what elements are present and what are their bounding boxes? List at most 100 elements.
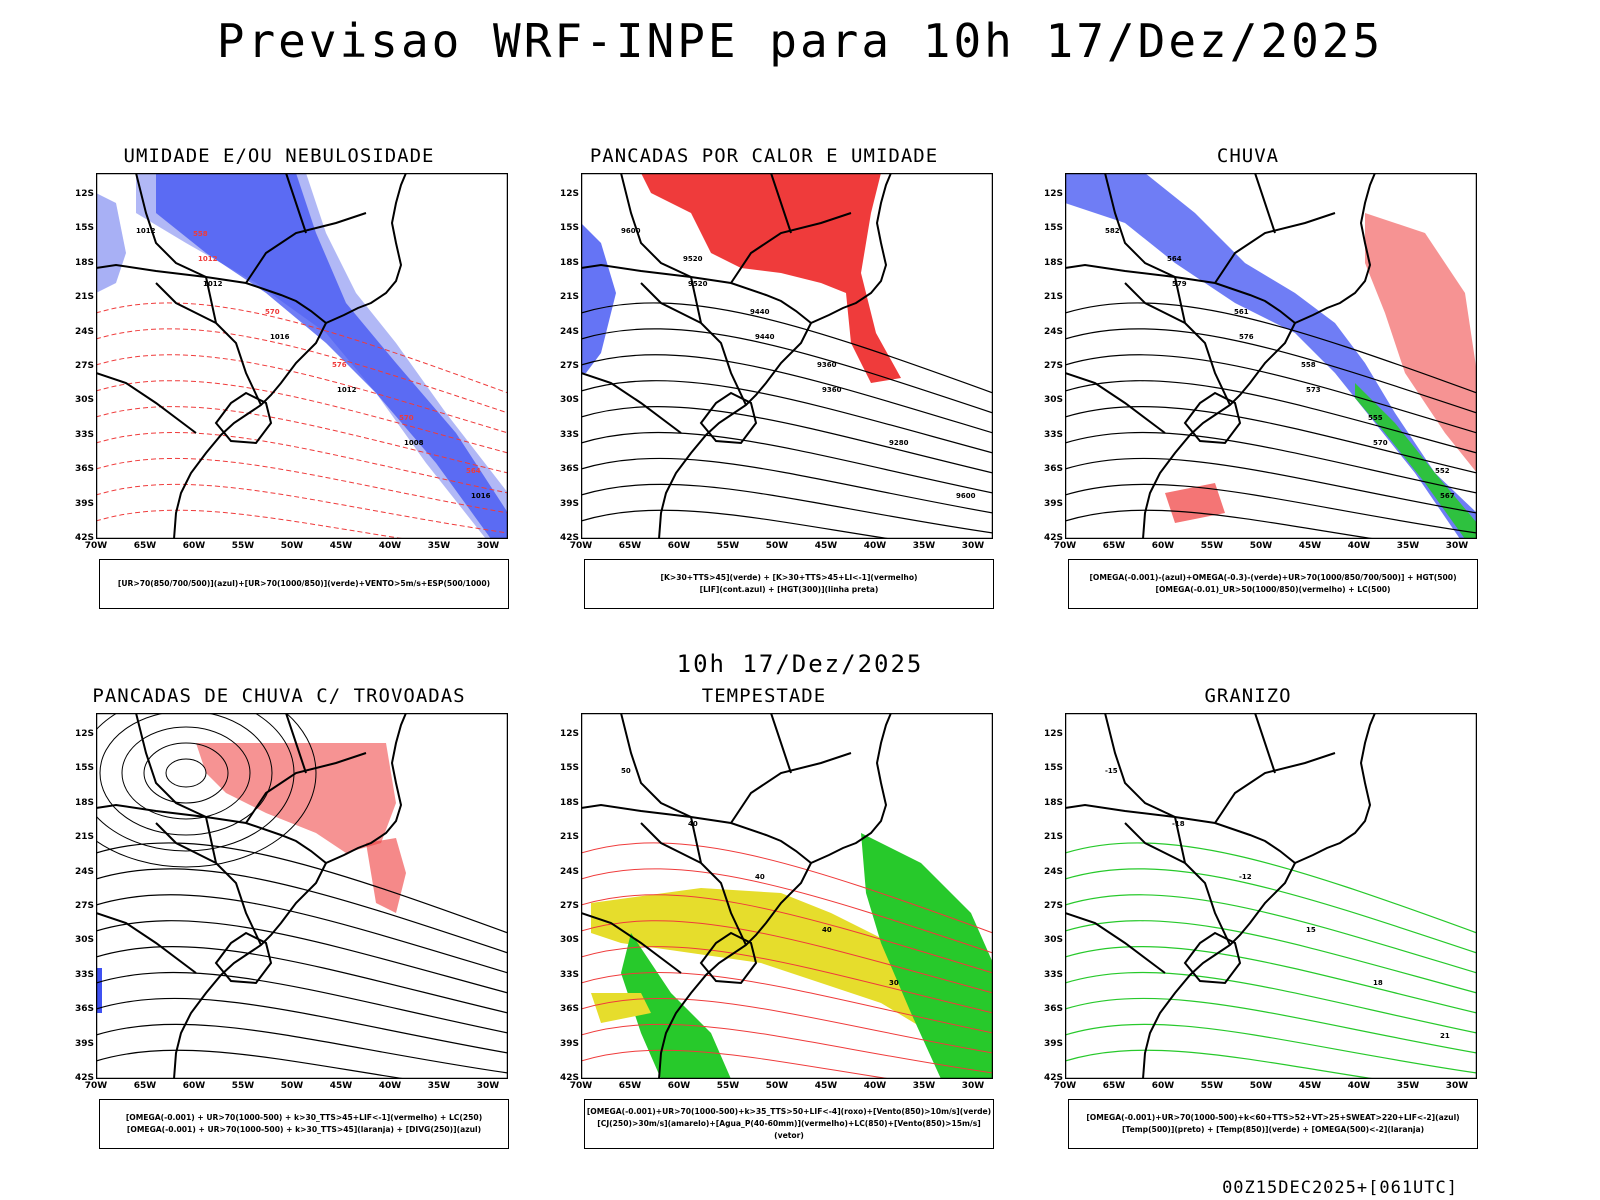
lat-tick-label: 18S: [559, 797, 579, 808]
lat-tick-label: 27S: [74, 901, 94, 911]
lat-tick-label: 12S: [1043, 729, 1063, 739]
lat-tick-label: 39S: [74, 498, 94, 509]
lat-tick-label: 30S: [559, 935, 579, 946]
lat-tick-label: 39S: [559, 498, 579, 509]
contour-lines: [1065, 842, 1477, 1079]
lat-tick-label: 12S: [1043, 189, 1063, 199]
lat-tick-label: 39S: [559, 1038, 579, 1049]
lon-tick-label: 35W: [427, 1081, 451, 1091]
coastline-borders: [581, 713, 892, 1079]
field-shading: [1065, 173, 1477, 539]
lon-tick-label: 50W: [1249, 1081, 1273, 1091]
contour-lines: [1065, 302, 1477, 539]
map-frame: [96, 173, 508, 539]
legend-box: [OMEGA(-0.001)-(azul)+OMEGA(-0.3)-(verde…: [1068, 559, 1478, 609]
lon-tick-label: 70W: [84, 541, 108, 551]
lat-tick-label: 21S: [1043, 832, 1063, 843]
contour-label: 564: [1167, 255, 1182, 263]
map-area: 9600 9520 9440 9360 9280 9600 9520 9440 9360: [581, 173, 993, 539]
lat-tick-label: 30S: [559, 395, 579, 406]
contour-label: 40: [822, 926, 832, 934]
contour-label: 1012: [337, 386, 357, 394]
contour-label: 9520: [688, 280, 708, 288]
lat-tick-label: 33S: [1043, 969, 1063, 980]
lat-tick-label: 27S: [1043, 901, 1063, 911]
lat-tick-label: 12S: [74, 189, 94, 199]
contour-label: 1008: [404, 439, 424, 447]
lat-tick-label: 21S: [559, 832, 579, 843]
legend-line: [LIF](cont.azul) + [HGT(300)](linha pret…: [699, 585, 879, 594]
lat-tick-label: 30S: [74, 935, 94, 946]
contour-label: 9600: [956, 492, 976, 500]
contour-label: 9280: [889, 439, 909, 447]
contour-label: 40: [755, 873, 765, 881]
lat-tick-label: 36S: [1043, 464, 1063, 475]
lat-tick-label: 18S: [74, 797, 94, 808]
lon-tick-label: 50W: [765, 541, 789, 551]
lon-tick-label: 50W: [765, 1081, 789, 1091]
contour-label: 9360: [817, 361, 837, 369]
map-area: 1012 1012 1016 1012 1008 1016 1012 570 576 570 564…: [96, 173, 508, 539]
lat-tick-label: 42S: [1043, 533, 1063, 543]
lon-tick-label: 55W: [716, 1081, 740, 1091]
lat-tick-label: 18S: [1043, 797, 1063, 808]
lon-tick-label: 70W: [569, 541, 593, 551]
lat-tick-label: 33S: [74, 969, 94, 980]
run-timestamp: 00Z15DEC2025+[061UTC]: [1222, 1178, 1458, 1198]
contour-label: 40: [688, 820, 698, 828]
contour-label: 576: [1239, 333, 1254, 341]
panel-title: UMIDADE E/OU NEBULOSIDADE: [123, 145, 435, 167]
contour-label: -12: [1239, 873, 1252, 881]
contour-lines: [96, 302, 508, 539]
lat-tick-label: 27S: [559, 901, 579, 911]
map-frame: [581, 173, 993, 539]
coastline-borders: [96, 713, 407, 1079]
lat-tick-label: 27S: [74, 361, 94, 371]
contour-label: 582: [1105, 227, 1120, 235]
lat-tick-label: 15S: [74, 223, 94, 234]
contour-label: 9360: [822, 386, 842, 394]
lon-tick-label: 55W: [231, 541, 255, 551]
legend-line: [OMEGA(-0.01)_UR>50(1000/850)(vermelho) …: [1155, 585, 1391, 594]
lon-tick-label: 30W: [476, 541, 500, 551]
contour-label: 1016: [270, 333, 290, 341]
lon-tick-label: 70W: [84, 1081, 108, 1091]
lat-tick-label: 24S: [1043, 326, 1063, 337]
map-area: [96, 713, 508, 1079]
lat-tick-label: 33S: [74, 429, 94, 440]
lon-tick-label: 65W: [133, 1081, 157, 1091]
lat-tick-label: 18S: [1043, 257, 1063, 268]
legend-line: [UR>70(850/700/500)](azul)+[UR>70(1000/8…: [117, 579, 491, 588]
contour-label: 570: [399, 414, 414, 422]
lon-tick-label: 30W: [961, 541, 985, 551]
lon-tick-label: 45W: [329, 1081, 353, 1091]
lon-tick-label: 60W: [667, 541, 691, 551]
valid-time-title: 10h 17/Dez/2025: [676, 650, 924, 678]
coastline-borders: [581, 173, 892, 539]
lon-tick-label: 65W: [618, 541, 642, 551]
lat-tick-label: 24S: [559, 326, 579, 337]
lon-tick-label: 30W: [1445, 1081, 1469, 1091]
contour-label: 1012: [203, 280, 223, 288]
contour-label: 567: [1440, 492, 1455, 500]
lat-tick-label: 33S: [559, 429, 579, 440]
lat-tick-label: 27S: [1043, 361, 1063, 371]
legend-line: [CJ(250)>30m/s](amarelo)+[Agua_P(40-60mm…: [597, 1119, 981, 1140]
lon-tick-label: 60W: [1151, 1081, 1175, 1091]
panel-tempestade: TEMPESTADE 50 40 40 40 30 12S 15S 18S 21S 24S 27S 30…: [529, 685, 999, 1165]
lon-tick-label: 70W: [1053, 1081, 1077, 1091]
lat-tick-label: 27S: [559, 361, 579, 371]
panel-title: PANCADAS DE CHUVA C/ TROVOADAS: [92, 685, 466, 707]
contour-label: 1012: [136, 227, 156, 235]
panel-umidade: UMIDADE E/OU NEBULOSIDADE 1012 1012 1016 101…: [44, 145, 514, 625]
lat-tick-label: 36S: [74, 464, 94, 475]
coastline-borders: [1065, 173, 1376, 539]
field-shading: [591, 833, 993, 1079]
lon-tick-label: 60W: [182, 1081, 206, 1091]
panel-title: CHUVA: [1216, 145, 1280, 167]
panel-granizo: GRANIZO -15 -18 -12 15 18 21 12S 15S 18S 21S 24S 27S…: [1013, 685, 1483, 1165]
lat-tick-label: 42S: [74, 533, 94, 543]
lon-tick-label: 40W: [378, 541, 402, 551]
field-shading: [581, 173, 901, 383]
lat-tick-label: 24S: [559, 866, 579, 877]
